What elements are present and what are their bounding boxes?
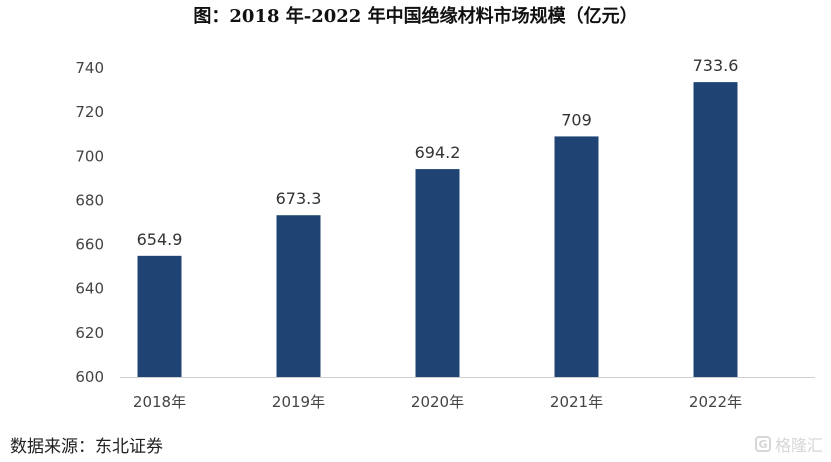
watermark: G 格隆汇 <box>754 432 823 456</box>
y-tick-label: 620 <box>75 324 104 342</box>
bar-value-label: 694.2 <box>415 143 461 162</box>
y-tick-label: 740 <box>75 59 104 77</box>
bar-value-label: 673.3 <box>276 189 322 208</box>
x-tick-label: 2021年 <box>550 393 603 411</box>
bar-value-label: 654.9 <box>137 230 183 249</box>
source-note: 数据来源：东北证券 <box>10 437 163 457</box>
x-tick-label: 2020年 <box>411 393 464 411</box>
bar-series <box>137 82 738 377</box>
y-tick-label: 700 <box>75 147 104 165</box>
bar <box>137 255 182 377</box>
bar <box>554 136 599 377</box>
bar-value-label: 709 <box>561 110 592 129</box>
data-labels: 654.9 673.3 694.2 709 733.6 <box>137 56 739 249</box>
bar <box>693 82 738 377</box>
x-tick-label: 2019年 <box>272 393 325 411</box>
watermark-logo-icon: G <box>754 436 771 452</box>
x-tick-label: 2022年 <box>689 393 742 411</box>
bar <box>276 215 321 377</box>
bar <box>415 169 460 377</box>
y-axis: 600 620 640 660 680 700 720 740 <box>75 59 104 386</box>
x-axis-labels: 2018年 2019年 2020年 2021年 2022年 <box>133 393 742 411</box>
y-tick-label: 680 <box>75 191 104 209</box>
x-tick-label: 2018年 <box>133 393 186 411</box>
y-tick-label: 660 <box>75 236 104 254</box>
watermark-label: 格隆汇 <box>774 436 823 455</box>
y-tick-label: 720 <box>75 103 104 121</box>
y-tick-label: 640 <box>75 280 104 298</box>
chart-title: 图：2018 年-2022 年中国绝缘材料市场规模（亿元） <box>193 6 638 27</box>
bar-value-label: 733.6 <box>693 56 739 75</box>
y-tick-label: 600 <box>75 368 104 386</box>
